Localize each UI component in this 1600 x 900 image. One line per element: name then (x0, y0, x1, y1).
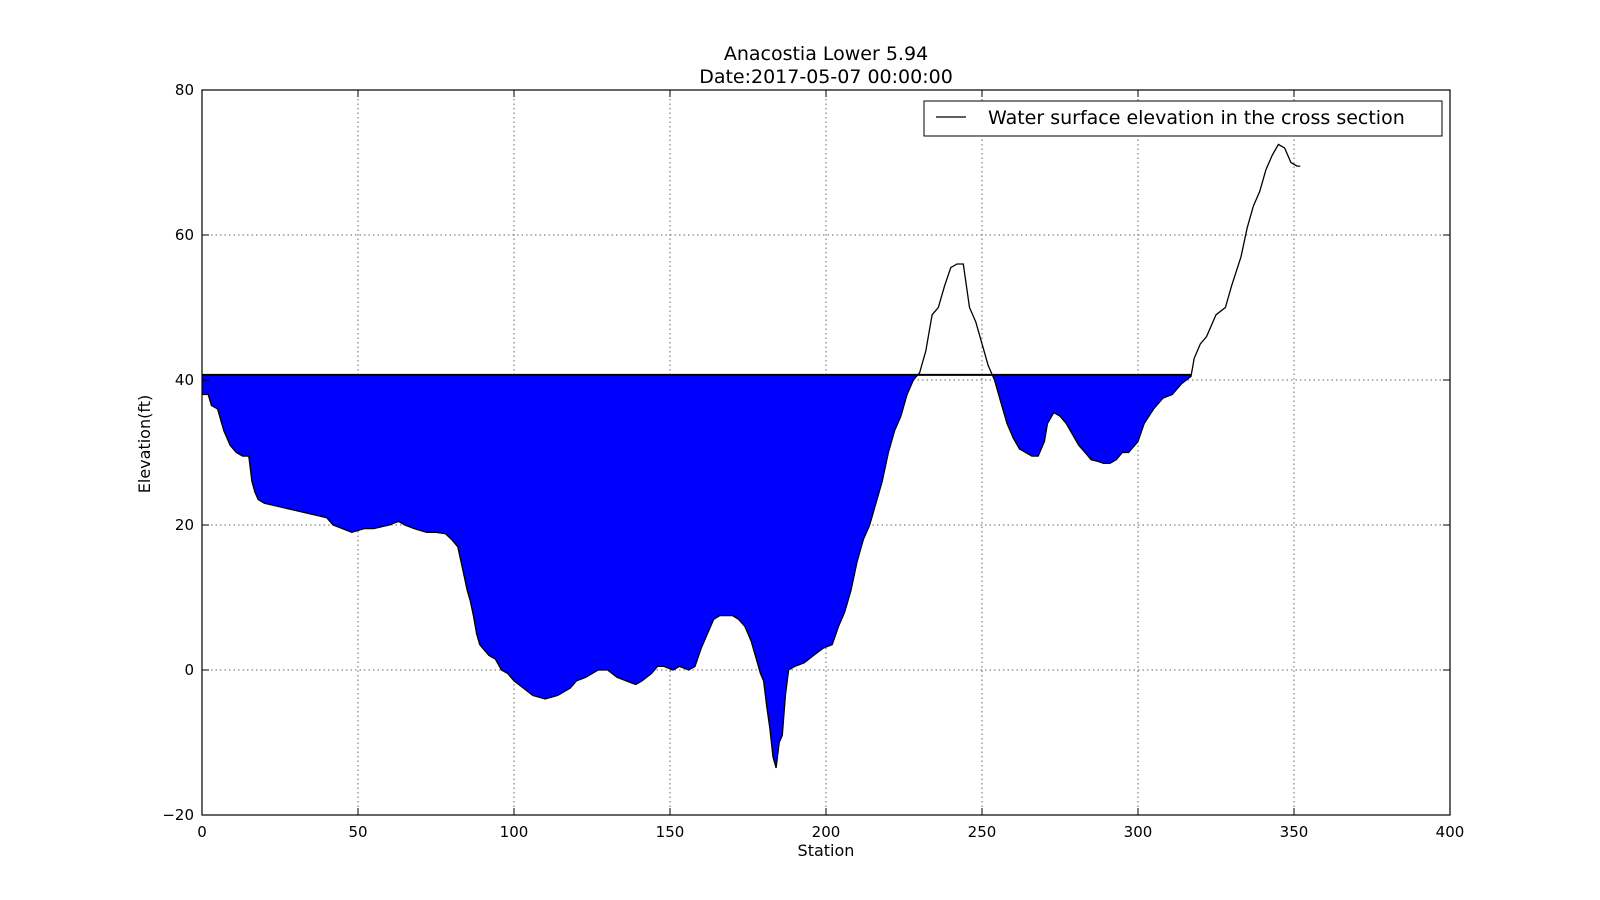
y-tick-label: 40 (175, 371, 194, 389)
x-axis-ticks: 0 50 100 150 200 250 300 350 400 (197, 90, 1464, 841)
x-tick-label: 0 (197, 823, 207, 841)
x-axis-label: Station (798, 841, 855, 860)
y-axis-ticks: −20 0 20 40 60 80 (162, 81, 1450, 824)
x-tick-label: 200 (812, 823, 841, 841)
y-tick-label: 80 (175, 81, 194, 99)
x-tick-label: 50 (348, 823, 367, 841)
y-tick-label: 0 (184, 661, 194, 679)
y-tick-label: 60 (175, 226, 194, 244)
cross-section-profile-line (202, 143, 1301, 769)
x-tick-label: 100 (500, 823, 529, 841)
y-tick-label: −20 (162, 806, 194, 824)
y-tick-label: 20 (175, 516, 194, 534)
y-axis-label: Elevation(ft) (135, 395, 154, 493)
chart-title: Anacostia Lower 5.94 (724, 43, 928, 65)
legend: Water surface elevation in the cross sec… (923, 100, 1443, 137)
x-tick-label: 250 (968, 823, 997, 841)
chart-subtitle: Date:2017-05-07 00:00:00 (699, 66, 953, 88)
water-fill-area (992, 374, 1192, 464)
water-fill-areas (202, 374, 1192, 768)
legend-entry-label: Water surface elevation in the cross sec… (988, 107, 1405, 129)
water-fill-area (202, 374, 918, 768)
x-tick-label: 300 (1124, 823, 1153, 841)
x-tick-label: 350 (1280, 823, 1309, 841)
legend-box (923, 100, 1443, 137)
x-tick-label: 400 (1436, 823, 1465, 841)
x-tick-label: 150 (656, 823, 685, 841)
